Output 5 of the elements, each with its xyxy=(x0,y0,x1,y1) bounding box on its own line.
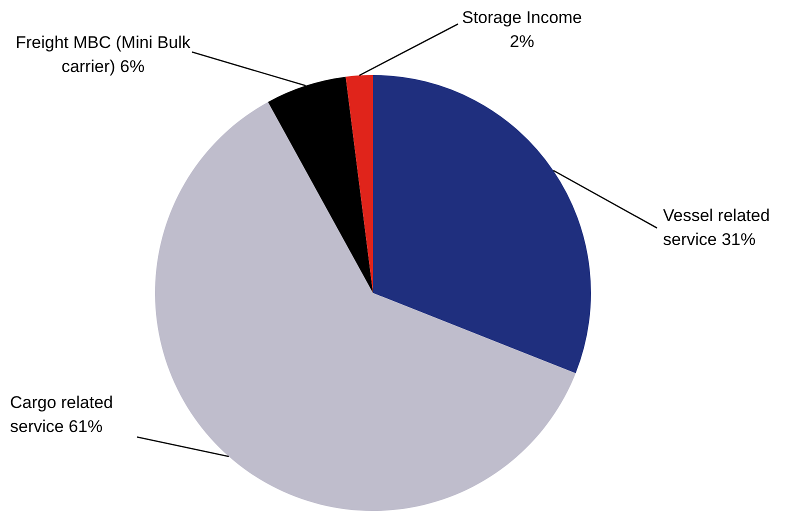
data-label: 2% xyxy=(510,32,534,52)
slice-label: Vessel related service 31% xyxy=(663,206,770,250)
slice-label: Storage Income xyxy=(462,8,582,28)
slice-label: Freight MBC (Mini Bulk carrier) 6% xyxy=(16,33,191,76)
slice-label: Cargo related service 61% xyxy=(10,393,114,436)
